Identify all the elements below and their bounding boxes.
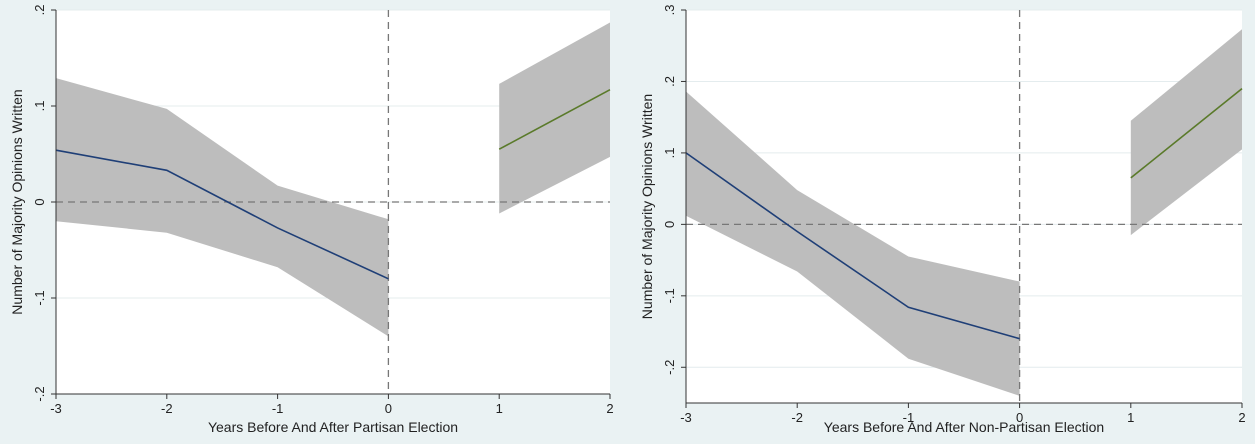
x-tick-label: -2 [791, 410, 803, 425]
y-tick-label: 0 [662, 221, 677, 228]
x-tick-label: 2 [1238, 410, 1245, 425]
series-line-1 [498, 88, 611, 150]
y-tick-label: 0 [32, 198, 47, 205]
x-tick-label: 1 [1127, 410, 1134, 425]
y-tick-label: -.1 [32, 290, 47, 305]
y-axis-title: Number of Majority Opinions Written [639, 94, 655, 319]
y-tick-label: -.1 [662, 288, 677, 303]
series-line-1 [1130, 87, 1243, 179]
y-tick-label: .2 [32, 5, 47, 16]
x-tick-label: 2 [606, 401, 613, 416]
confidence-band-0 [686, 91, 1020, 396]
confidence-band-0 [56, 78, 389, 337]
series-line-0 [55, 149, 389, 280]
x-tick-label: 0 [385, 401, 392, 416]
right-chart-panel: -3 -2 -1 0 1 2 -.2 -.1 0 .1 .2 .3 Years Before And A… [639, 5, 1246, 435]
x-tick-label: 1 [496, 401, 503, 416]
y-tick-label: .1 [662, 147, 677, 158]
confidence-band-1 [499, 22, 610, 214]
x-tick-label: -1 [272, 401, 284, 416]
confidence-band-1 [1130, 29, 1242, 236]
left-chart-panel: -3 -2 -1 0 1 2 -.2 -.1 0 .1 .2 Years Before And Aft… [9, 5, 614, 435]
y-tick-label: .3 [662, 5, 677, 16]
x-tick-label: 0 [1016, 410, 1023, 425]
x-axis-title: Years Before And After Non-Partisan Elec… [824, 419, 1104, 435]
x-tick-label: -3 [680, 410, 692, 425]
x-tick-label: -3 [50, 401, 62, 416]
y-tick-label: .2 [662, 76, 677, 87]
y-tick-label: -.2 [662, 360, 677, 375]
x-axis-title: Years Before And After Partisan Election [208, 419, 458, 435]
x-tick-label: -2 [161, 401, 173, 416]
series-line-0 [685, 152, 1020, 340]
y-tick-label: -.2 [32, 386, 47, 401]
y-axis-title: Number of Majority Opinions Written [9, 89, 25, 314]
x-tick-label: -1 [903, 410, 915, 425]
y-tick-label: .1 [32, 101, 47, 112]
